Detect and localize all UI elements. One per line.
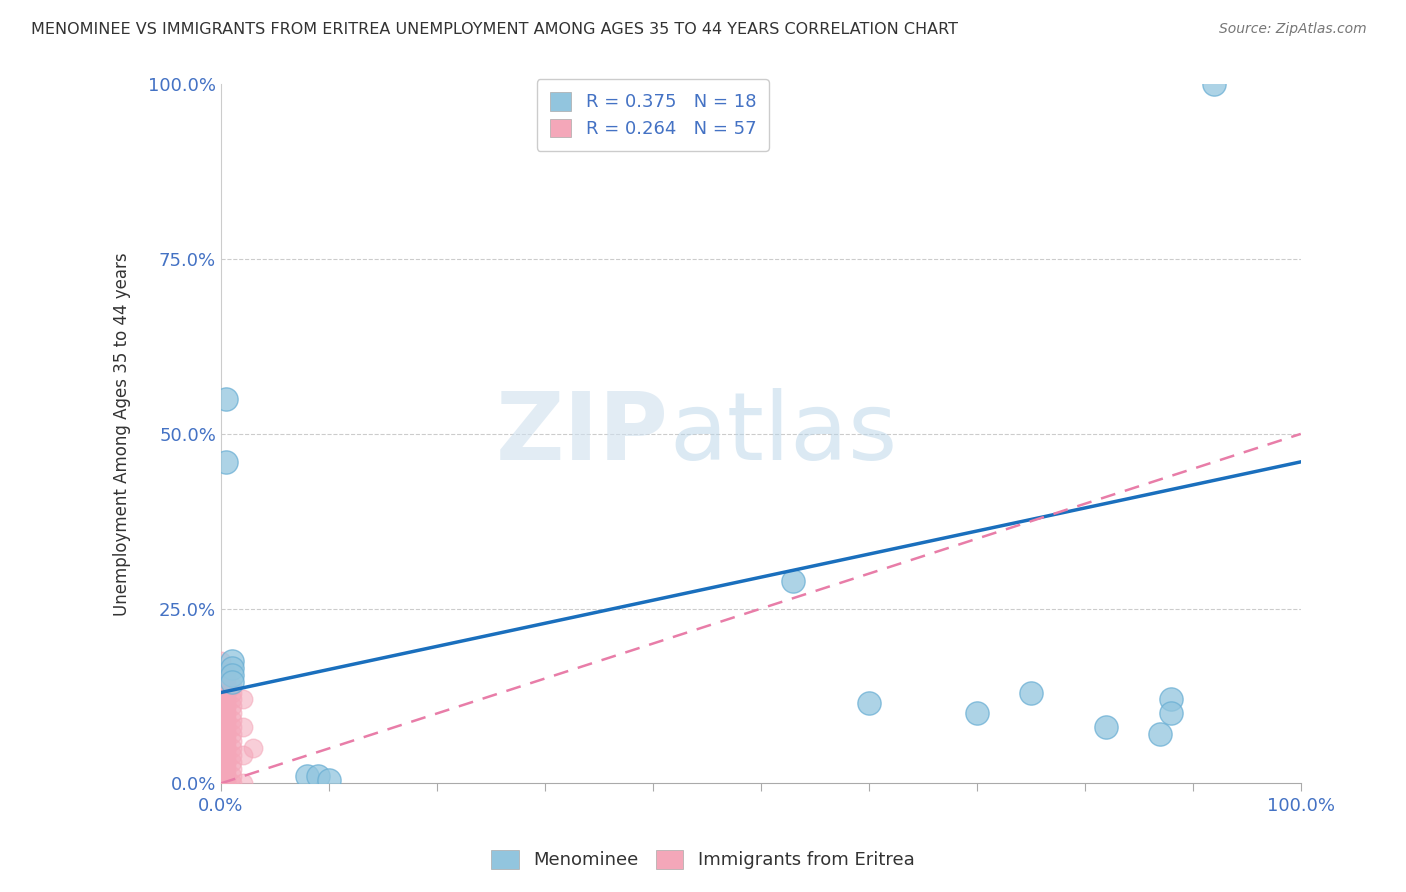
Point bbox=[297, 769, 319, 783]
Point bbox=[221, 763, 243, 777]
Point bbox=[215, 689, 238, 703]
Point bbox=[221, 741, 243, 756]
Point bbox=[215, 731, 238, 745]
Point bbox=[215, 717, 238, 731]
Point bbox=[221, 675, 243, 690]
Point bbox=[215, 681, 238, 696]
Point bbox=[215, 665, 238, 679]
Point bbox=[209, 675, 232, 690]
Point bbox=[232, 721, 254, 735]
Point bbox=[1149, 727, 1171, 741]
Point bbox=[221, 679, 243, 693]
Text: ZIP: ZIP bbox=[496, 388, 669, 480]
Point bbox=[215, 455, 238, 469]
Point bbox=[318, 772, 340, 787]
Point bbox=[221, 654, 243, 668]
Legend: Menominee, Immigrants from Eritrea: Menominee, Immigrants from Eritrea bbox=[482, 841, 924, 879]
Point bbox=[215, 706, 238, 721]
Point bbox=[1204, 78, 1226, 92]
Point bbox=[221, 699, 243, 714]
Text: MENOMINEE VS IMMIGRANTS FROM ERITREA UNEMPLOYMENT AMONG AGES 35 TO 44 YEARS CORR: MENOMINEE VS IMMIGRANTS FROM ERITREA UNE… bbox=[31, 22, 957, 37]
Point bbox=[215, 685, 238, 699]
Point bbox=[966, 706, 988, 721]
Point bbox=[215, 769, 238, 783]
Point bbox=[215, 734, 238, 748]
Point bbox=[221, 721, 243, 735]
Point bbox=[215, 679, 238, 693]
Point bbox=[232, 748, 254, 763]
Point bbox=[215, 738, 238, 752]
Point bbox=[215, 692, 238, 706]
Point bbox=[215, 776, 238, 790]
Point bbox=[215, 699, 238, 714]
Point bbox=[215, 727, 238, 741]
Point bbox=[209, 654, 232, 668]
Legend: R = 0.375   N = 18, R = 0.264   N = 57: R = 0.375 N = 18, R = 0.264 N = 57 bbox=[537, 79, 769, 151]
Point bbox=[215, 675, 238, 690]
Point bbox=[215, 741, 238, 756]
Point bbox=[215, 672, 238, 686]
Point bbox=[215, 756, 238, 770]
Point bbox=[215, 703, 238, 717]
Point bbox=[209, 668, 232, 682]
Point bbox=[221, 692, 243, 706]
Point bbox=[215, 772, 238, 787]
Point bbox=[215, 752, 238, 766]
Point bbox=[232, 776, 254, 790]
Point bbox=[215, 392, 238, 406]
Point bbox=[215, 668, 238, 682]
Point bbox=[221, 714, 243, 728]
Point bbox=[215, 765, 238, 780]
Point bbox=[215, 748, 238, 763]
Point bbox=[215, 721, 238, 735]
Point bbox=[221, 748, 243, 763]
Point bbox=[215, 696, 238, 710]
Point bbox=[215, 723, 238, 738]
Point bbox=[215, 763, 238, 777]
Point bbox=[215, 710, 238, 724]
Point bbox=[221, 734, 243, 748]
Point bbox=[221, 776, 243, 790]
Point bbox=[221, 727, 243, 741]
Point bbox=[221, 769, 243, 783]
Point bbox=[782, 574, 804, 588]
Point bbox=[215, 714, 238, 728]
Point bbox=[1019, 685, 1042, 699]
Point bbox=[307, 769, 329, 783]
Point bbox=[221, 685, 243, 699]
Point bbox=[215, 759, 238, 773]
Text: Source: ZipAtlas.com: Source: ZipAtlas.com bbox=[1219, 22, 1367, 37]
Point bbox=[221, 706, 243, 721]
Point bbox=[221, 661, 243, 675]
Point bbox=[215, 745, 238, 759]
Y-axis label: Unemployment Among Ages 35 to 44 years: Unemployment Among Ages 35 to 44 years bbox=[114, 252, 131, 615]
Point bbox=[221, 756, 243, 770]
Point bbox=[221, 668, 243, 682]
Point bbox=[242, 741, 264, 756]
Point bbox=[232, 692, 254, 706]
Point bbox=[215, 775, 238, 789]
Text: atlas: atlas bbox=[669, 388, 897, 480]
Point bbox=[1160, 692, 1182, 706]
Point bbox=[1160, 706, 1182, 721]
Point bbox=[1095, 721, 1118, 735]
Point bbox=[858, 696, 880, 710]
